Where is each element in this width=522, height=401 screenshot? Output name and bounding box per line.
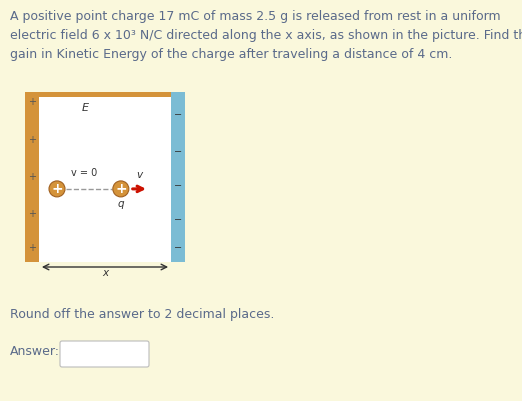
Text: Answer:: Answer: [10,345,60,358]
Text: v: v [136,170,143,180]
Text: q: q [117,199,124,209]
Text: x: x [102,268,108,278]
Text: +: + [51,182,63,196]
Text: +: + [115,182,127,196]
Text: −: − [174,215,182,225]
Text: Round off the answer to 2 decimal places.: Round off the answer to 2 decimal places… [10,308,275,321]
Text: +: + [28,172,36,182]
Circle shape [49,181,65,197]
Text: +: + [28,243,36,253]
Bar [171,92,185,262]
Bar [25,92,39,262]
Circle shape [113,181,129,197]
FancyBboxPatch shape [60,341,149,367]
Text: +: + [28,97,36,107]
Text: −: − [174,110,182,120]
Text: +: + [28,135,36,145]
Text: −: − [174,146,182,156]
Text: v = 0: v = 0 [71,168,97,178]
Bar [39,92,171,97]
Text: A positive point charge 17 mC of mass 2.5 g is released from rest in a uniform
e: A positive point charge 17 mC of mass 2.… [10,10,522,61]
Text: +: + [28,209,36,219]
Text: −: − [174,243,182,253]
Text: −: − [174,180,182,190]
Text: E: E [82,103,89,113]
Bar [39,97,171,262]
